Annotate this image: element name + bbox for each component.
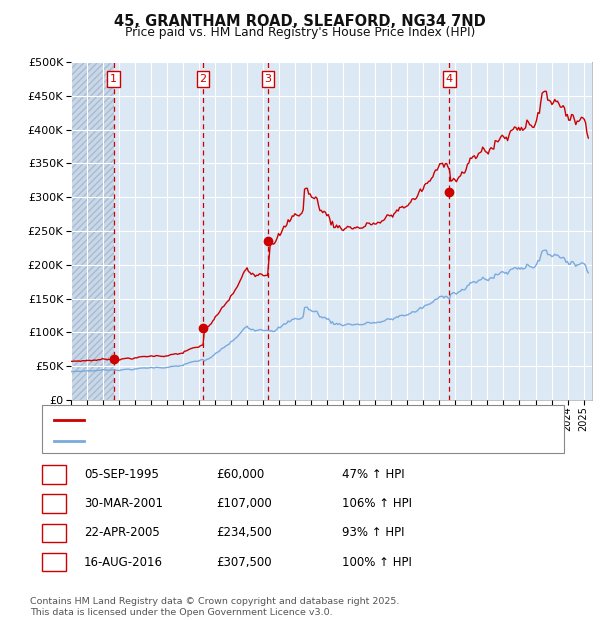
Text: 1: 1 [50,526,58,539]
Text: 16-AUG-2016: 16-AUG-2016 [84,556,163,569]
Text: 22-APR-2005: 22-APR-2005 [84,526,160,539]
Text: £60,000: £60,000 [216,468,264,481]
Text: 30-MAR-2001: 30-MAR-2001 [84,497,163,510]
Text: 106% ↑ HPI: 106% ↑ HPI [342,497,412,510]
Text: Contains HM Land Registry data © Crown copyright and database right 2025.
This d: Contains HM Land Registry data © Crown c… [30,598,400,617]
Text: 1: 1 [50,556,58,569]
Text: HPI: Average price, semi-detached house, North Kesteven: HPI: Average price, semi-detached house,… [90,436,407,446]
Text: 1: 1 [50,468,58,481]
Text: 93% ↑ HPI: 93% ↑ HPI [342,526,404,539]
Text: £107,000: £107,000 [216,497,272,510]
Text: 47% ↑ HPI: 47% ↑ HPI [342,468,404,481]
Bar [71,62,114,400]
Text: £307,500: £307,500 [216,556,272,569]
Text: 4: 4 [446,74,453,84]
Text: £234,500: £234,500 [216,526,272,539]
Text: 2: 2 [199,74,206,84]
Text: 45, GRANTHAM ROAD, SLEAFORD, NG34 7ND: 45, GRANTHAM ROAD, SLEAFORD, NG34 7ND [114,14,486,29]
Text: 05-SEP-1995: 05-SEP-1995 [84,468,159,481]
Text: 3: 3 [265,74,272,84]
Text: 1: 1 [50,497,58,510]
Text: 45, GRANTHAM ROAD, SLEAFORD, NG34 7ND (semi-detached house): 45, GRANTHAM ROAD, SLEAFORD, NG34 7ND (s… [90,415,468,425]
Text: 100% ↑ HPI: 100% ↑ HPI [342,556,412,569]
Text: 1: 1 [110,74,117,84]
Text: Price paid vs. HM Land Registry's House Price Index (HPI): Price paid vs. HM Land Registry's House … [125,26,475,39]
